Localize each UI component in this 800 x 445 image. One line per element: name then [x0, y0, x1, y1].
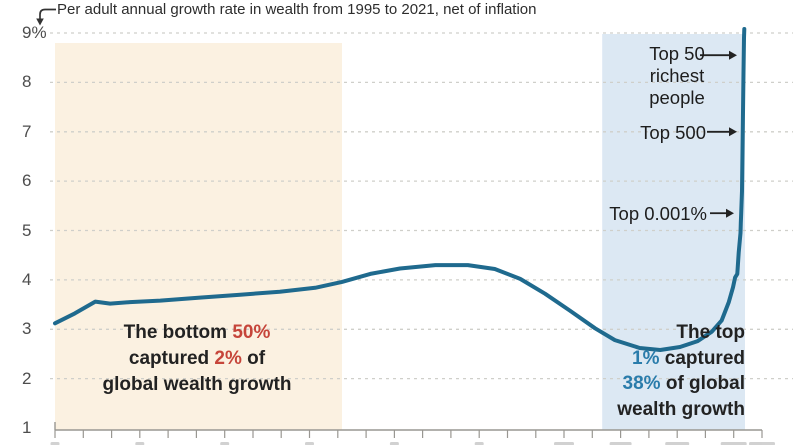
callout-text: richest [649, 65, 705, 86]
callout-text: Top 50 [649, 43, 705, 64]
title-pointer-arrow-icon [36, 8, 56, 26]
shaded-region-top1 [602, 34, 745, 430]
y-tick-label: 7 [22, 121, 32, 141]
annotation-text: global wealth growth [102, 374, 292, 395]
annotation-text: of [241, 348, 266, 369]
callout-top-0001pct: Top 0.001% [609, 203, 707, 225]
callout-top-50-richest: Top 50 richest people [627, 43, 727, 109]
y-tick-label: 8 [22, 72, 32, 92]
annotation-text: The bottom [123, 322, 233, 343]
gridlines [50, 32, 793, 380]
callout-top-500: Top 500 [640, 122, 706, 144]
annotation-text: captured [659, 347, 745, 369]
annotation-value-2pct: 2% [214, 348, 242, 369]
growth-curve [53, 27, 747, 352]
annotation-value-38pct: 38% [622, 373, 661, 394]
annotation-value-1pct: 1% [632, 347, 660, 369]
callout-arrows [700, 50, 737, 218]
y-tick-label: 2 [22, 368, 32, 388]
y-tick-label: 6 [22, 171, 32, 191]
callout-text: Top 500 [640, 122, 706, 143]
annotation-text: The top [676, 322, 745, 343]
y-tick-label: 3 [22, 319, 32, 339]
y-tick-label: 1 [22, 418, 32, 437]
y-tick-label: 9% [22, 23, 47, 42]
callout-text: people [649, 87, 705, 108]
shaded-region-bottom50 [55, 43, 342, 430]
annotation-value-50pct: 50% [232, 322, 271, 343]
chart-title: Per adult annual growth rate in wealth f… [57, 1, 537, 18]
annotation-text: wealth growth [617, 398, 745, 420]
annotation-text: captured [128, 348, 215, 369]
y-tick-label: 5 [22, 220, 32, 240]
y-tick-label: 4 [22, 269, 32, 289]
annotation-top-1: The top 1% captured 38% of global wealth… [525, 320, 745, 422]
annotation-text: of global [660, 373, 745, 394]
callout-text: Top 0.001% [609, 203, 707, 224]
x-axis [50, 422, 775, 445]
annotation-bottom-50: The bottom 50% captured 2% of global wea… [67, 320, 327, 398]
x-axis-label-stubs [50, 442, 775, 445]
